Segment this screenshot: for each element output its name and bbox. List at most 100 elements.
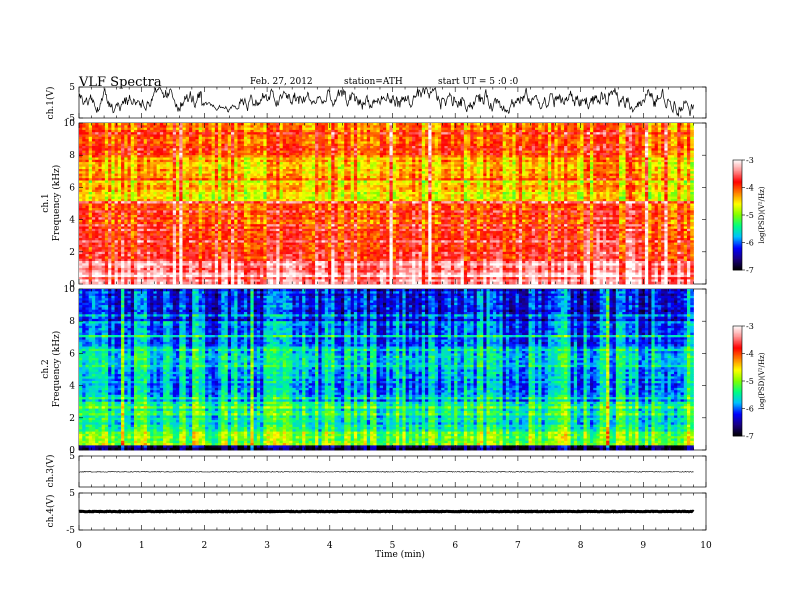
ch1-spectrogram-cell (201, 143, 206, 147)
ch1-spectrogram-cell (192, 148, 196, 151)
ch1-spectrogram-cell (172, 159, 177, 163)
ch1-spectrogram-cell (150, 127, 154, 131)
ch1-spectrogram-cell (434, 123, 439, 126)
ch1-spectrogram-cell (476, 129, 481, 133)
ch1-spectrogram-cell (104, 152, 109, 156)
ch1-spectrogram-cell (133, 182, 138, 186)
ch1-spectrogram-cell (179, 148, 183, 151)
ch1-spectrogram-cell (486, 141, 491, 145)
ch1-spectrogram-cell (541, 175, 546, 179)
ch1-spectrogram-cell (114, 166, 119, 170)
ch1-spectrogram-cell (467, 155, 471, 158)
ch1-spectrogram-cell (389, 173, 394, 177)
ch1-spectrogram-cell (476, 169, 481, 172)
ch1-spectrogram-cell (295, 143, 300, 147)
ch1-spectrogram-cell (182, 143, 187, 147)
ch1-spectrogram-cell (357, 164, 361, 168)
ch1-spectrogram-cell (612, 157, 617, 161)
ch1-spectrogram-cell (121, 169, 125, 172)
ch1-spectrogram-cell (133, 164, 138, 168)
ch1-spectrogram-cell (292, 141, 297, 145)
ch1-spectrogram-cell (635, 162, 639, 165)
ch1-spectrogram-cell (163, 175, 167, 179)
ch1-spectrogram-cell (609, 129, 614, 133)
ch1-spectrogram-cell (450, 143, 455, 147)
ch1-spectrogram-cell (457, 175, 462, 179)
ch1-spectrogram-cell (124, 143, 128, 147)
ch1-spectrogram-cell (311, 166, 316, 170)
ch1-spectrogram-cell (111, 136, 115, 140)
ch1-spectrogram-cell (133, 166, 138, 170)
ch1-spectrogram-cell (214, 182, 219, 186)
ch1-spectrogram-cell (580, 171, 584, 174)
ch1-spectrogram-cell (260, 141, 264, 145)
ch1-spectrogram-cell (211, 152, 216, 156)
ch1-spectrogram-cell (302, 180, 306, 184)
ch1-spectrogram-cell (661, 143, 665, 147)
ch1-spectrogram-cell (285, 123, 290, 126)
ch1-spectrogram-cell (463, 132, 468, 135)
ch1-spectrogram-cell (408, 152, 413, 156)
ch1-spectrogram-cell (509, 164, 513, 168)
ch1-spectrogram-cell (263, 148, 267, 151)
ch1-spectrogram-cell (91, 141, 96, 145)
ch1-spectrogram-cell (450, 136, 455, 140)
ch1-spectrogram-cell (295, 169, 300, 172)
ch1-spectrogram-cell (234, 152, 238, 156)
ch1-spectrogram-cell (344, 125, 348, 128)
ch1-spectrogram-cell (247, 136, 251, 140)
ch1-spectrogram-cell (674, 129, 678, 133)
ch1-spectrogram-cell (376, 125, 381, 128)
ch1-spectrogram-cell (188, 139, 193, 142)
ch1-spectrogram-cell (295, 134, 300, 138)
ch1-spectrogram-cell (515, 164, 520, 168)
ch1-spectrogram-cell (85, 175, 90, 179)
ch1-spectrogram-cell (82, 132, 86, 135)
ch1-spectrogram-cell (260, 180, 264, 184)
ch1-spectrogram-cell (525, 123, 529, 126)
ch1-spectrogram-cell (386, 141, 390, 145)
ch1-spectrogram-cell (425, 164, 429, 168)
ch1-spectrogram-cell (350, 143, 355, 147)
ch1-spectrogram-cell (509, 175, 513, 179)
ch1-spectrogram-cell (541, 148, 546, 151)
ch1-spectrogram-cell (88, 146, 93, 149)
ch1-spectrogram-cell (292, 150, 297, 154)
ch1-spectrogram-cell (337, 155, 342, 158)
ch1-spectrogram-cell (334, 166, 339, 170)
ch1-spectrogram-cell (169, 127, 174, 131)
ch1-spectrogram-cell (269, 148, 274, 151)
ch1-spectrogram-cell (182, 175, 187, 179)
ch1-spectrogram-cell (156, 173, 161, 177)
ch1-spectrogram-cell (370, 180, 374, 184)
ch1-spectrogram-cell (606, 141, 610, 145)
ch1-spectrogram-cell (276, 152, 280, 156)
ch1-spectrogram-cell (567, 180, 571, 184)
ch1-spectrogram-cell (321, 150, 326, 154)
ch1-spectrogram-cell (625, 180, 630, 184)
ch1-spectrogram-cell (505, 148, 510, 151)
ch1-spectrogram-cell (98, 139, 103, 142)
ch1-spectrogram-cell (315, 178, 319, 181)
ch1-spectrogram-cell (124, 155, 128, 158)
ch1-spectrogram-cell (169, 164, 174, 168)
ch1-spectrogram-cell (224, 125, 229, 128)
ch1-spectrogram-cell (392, 159, 397, 163)
ch1-spectrogram-cell (596, 155, 601, 158)
ch1-spectrogram-cell (518, 171, 523, 174)
ch1-spectrogram-cell (373, 173, 377, 177)
ch1-spectrogram-cell (589, 175, 594, 179)
ch1-spectrogram-cell (159, 178, 164, 181)
ch1-spectrogram-cell (253, 143, 258, 147)
ch1-spectrogram-cell (674, 164, 678, 168)
ch1-spectrogram-cell (247, 129, 251, 133)
ch1-spectrogram-cell (686, 152, 691, 156)
ch1-spectrogram-cell (502, 139, 507, 142)
ch1-spectrogram-cell (408, 178, 413, 181)
ch1-spectrogram-cell (146, 169, 151, 172)
ch1-spectrogram-cell (137, 152, 141, 156)
ch1-spectrogram-cell (415, 157, 419, 161)
ch1-spectrogram-cell (308, 164, 313, 168)
ch1-spectrogram-cell (285, 173, 290, 177)
ch1-spectrogram-cell (460, 159, 465, 163)
